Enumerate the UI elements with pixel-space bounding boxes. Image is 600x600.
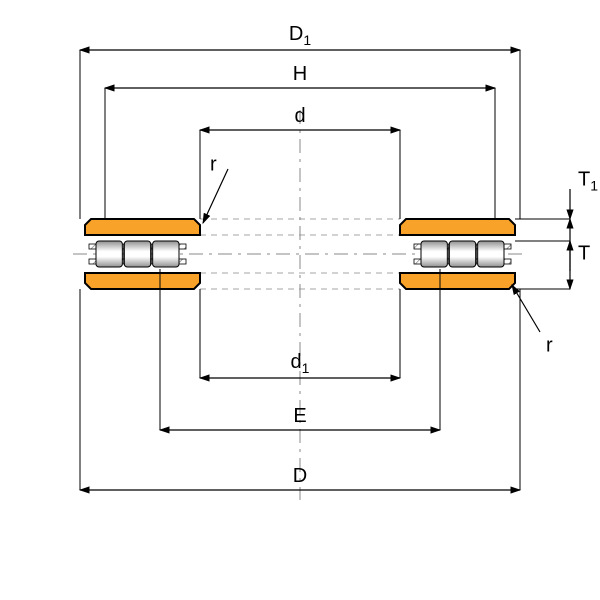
dim-label-T: T xyxy=(578,243,590,266)
dim-text: d xyxy=(294,105,305,127)
dim-text: T xyxy=(578,243,590,265)
dim-sub: 1 xyxy=(590,178,598,194)
dim-text: H xyxy=(293,63,307,85)
dim-label-d: d xyxy=(294,105,305,128)
dim-text: T xyxy=(578,169,590,191)
bearing-diagram: D1Hdd1EDT1Trr xyxy=(0,0,600,600)
dim-label-H: H xyxy=(293,63,307,86)
dim-label-E: E xyxy=(293,405,306,428)
dim-label-D: D xyxy=(293,465,307,488)
dim-text: D xyxy=(289,23,303,45)
dim-label-d1: d1 xyxy=(291,351,310,376)
dim-label-D1: D1 xyxy=(289,23,311,48)
dim-sub: 1 xyxy=(303,32,311,48)
leader-label-r_bottom: r xyxy=(546,335,553,358)
dim-text: E xyxy=(293,405,306,427)
dim-text: D xyxy=(293,465,307,487)
dim-label-T1: T1 xyxy=(578,169,598,194)
leader-label-r_top: r xyxy=(210,154,217,177)
leader-text: r xyxy=(546,335,553,357)
dim-text: d xyxy=(291,351,302,373)
dim-sub: 1 xyxy=(302,360,310,376)
leader-text: r xyxy=(210,154,217,176)
